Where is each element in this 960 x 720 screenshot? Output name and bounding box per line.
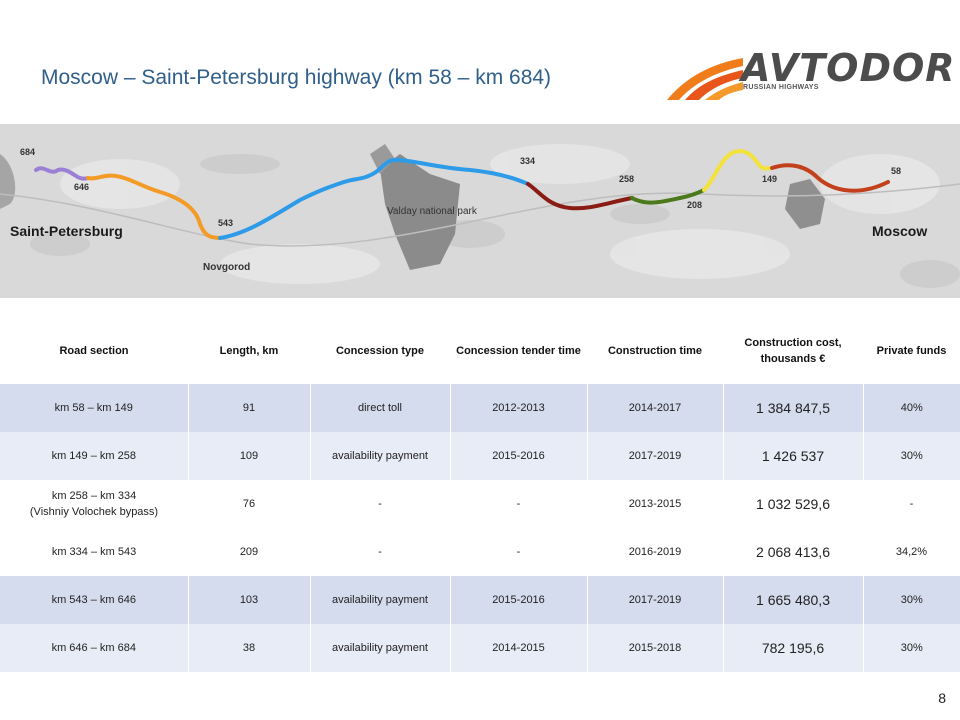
cell-tender: - — [450, 528, 587, 576]
cell-construction: 2017-2019 — [586, 432, 723, 480]
marker-334: 334 — [520, 156, 536, 166]
marker-208: 208 — [687, 200, 703, 210]
cell-construction: 2015-2018 — [586, 624, 723, 672]
section-orange — [86, 173, 222, 240]
cell-type: - — [310, 528, 450, 576]
header-private-funds: Private funds — [876, 345, 947, 357]
valday-park-label: Valday national park — [387, 206, 477, 217]
table-row: km 543 – km 646 103 availability payment… — [0, 576, 960, 624]
cell-cost: 782 195,6 — [722, 624, 863, 672]
cell-length: 38 — [187, 624, 310, 672]
table-row: km 334 – km 543 209 - - 2016-2019 2 068 … — [0, 528, 960, 576]
page-number: 8 — [938, 690, 946, 706]
header-length: Length, km — [219, 345, 279, 357]
page-title: Moscow – Saint-Petersburg highway (km 58… — [41, 66, 552, 89]
cell-cost: 1 032 529,6 — [723, 480, 863, 528]
cell-section-line2: (Vishniy Volochek bypass) — [29, 506, 159, 518]
cell-tender: 2015-2016 — [449, 576, 587, 624]
cell-funds: - — [863, 480, 960, 528]
map-graphic — [0, 124, 960, 298]
cell-section: km 58 – km 149 — [0, 384, 188, 432]
section-green — [630, 188, 706, 205]
section-blue — [218, 157, 530, 240]
city-novgorod: Novgorod — [203, 262, 251, 273]
header-construction-time: Construction time — [607, 345, 703, 357]
cell-length: 103 — [187, 576, 310, 624]
cell-type: availability payment — [309, 624, 450, 672]
avtodor-logo: AVTODOR RUSSIAN HIGHWAYS — [665, 46, 955, 102]
cell-construction: 2017-2019 — [586, 576, 723, 624]
concession-table: Road section Length, km Concession type … — [0, 318, 960, 672]
cell-funds: 30% — [862, 624, 960, 672]
cell-funds: 30% — [862, 576, 960, 624]
section-darkred — [526, 182, 634, 211]
section-yellow — [702, 149, 774, 192]
cell-type: direct toll — [309, 384, 450, 432]
cell-tender: 2012-2013 — [449, 384, 587, 432]
cell-section: km 149 – km 258 — [0, 432, 188, 480]
cell-length: 91 — [187, 384, 310, 432]
cell-construction: 2014-2017 — [586, 384, 723, 432]
cell-cost: 2 068 413,6 — [723, 528, 863, 576]
cell-tender: - — [450, 480, 587, 528]
cell-funds: 40% — [862, 384, 960, 432]
marker-646: 646 — [74, 182, 90, 192]
cell-length: 76 — [188, 480, 310, 528]
city-moscow: Moscow — [872, 223, 928, 239]
cell-tender: 2015-2016 — [449, 432, 587, 480]
logo-subtitle: RUSSIAN HIGHWAYS — [743, 84, 819, 91]
table-row: km 646 – km 684 38 availability payment … — [0, 624, 960, 672]
cell-type: availability payment — [309, 432, 450, 480]
cell-cost: 1 426 537 — [722, 432, 863, 480]
cell-type: - — [310, 480, 450, 528]
marker-58: 58 — [891, 166, 902, 176]
cell-construction: 2016-2019 — [587, 528, 723, 576]
cell-construction: 2013-2015 — [587, 480, 723, 528]
cell-length: 109 — [187, 432, 310, 480]
cell-cost: 1 665 480,3 — [722, 576, 863, 624]
marker-149: 149 — [762, 174, 778, 184]
cell-section: km 334 – km 543 — [0, 528, 188, 576]
header-road-section: Road section — [59, 345, 129, 357]
cell-section: km 258 – km 334 (Vishniy Volochek bypass… — [0, 480, 188, 528]
cell-type: availability payment — [309, 576, 450, 624]
table-row: km 149 – km 258 109 availability payment… — [0, 432, 960, 480]
header-tender-time: Concession tender time — [456, 345, 581, 357]
header-construction-cost: Construction cost, thousands € — [744, 337, 842, 365]
cell-length: 209 — [188, 528, 310, 576]
cell-funds: 30% — [862, 432, 960, 480]
cell-section: km 646 – km 684 — [0, 624, 188, 672]
cell-section-line1: km 258 – km 334 — [51, 490, 137, 502]
marker-258: 258 — [619, 174, 635, 184]
table-row: km 58 – km 149 91 direct toll 2012-2013 … — [0, 384, 960, 432]
cell-cost: 1 384 847,5 — [722, 384, 863, 432]
marker-543: 543 — [218, 218, 234, 228]
cell-section: km 543 – km 646 — [0, 576, 188, 624]
cell-funds: 34,2% — [863, 528, 960, 576]
cell-tender: 2014-2015 — [449, 624, 587, 672]
city-saint-petersburg: Saint-Petersburg — [10, 223, 123, 239]
table-header-row: Road section Length, km Concession type … — [0, 318, 960, 384]
section-purple — [34, 166, 90, 181]
logo-stripes-icon — [667, 58, 743, 100]
table-row: km 258 – km 334 (Vishniy Volochek bypass… — [0, 480, 960, 528]
header-concession-type: Concession type — [335, 345, 425, 357]
route-map: 684 646 543 334 258 208 149 58 Saint-Pet… — [0, 124, 960, 298]
logo-word: AVTODOR — [741, 46, 956, 90]
section-red — [770, 163, 890, 193]
marker-684: 684 — [20, 147, 36, 157]
